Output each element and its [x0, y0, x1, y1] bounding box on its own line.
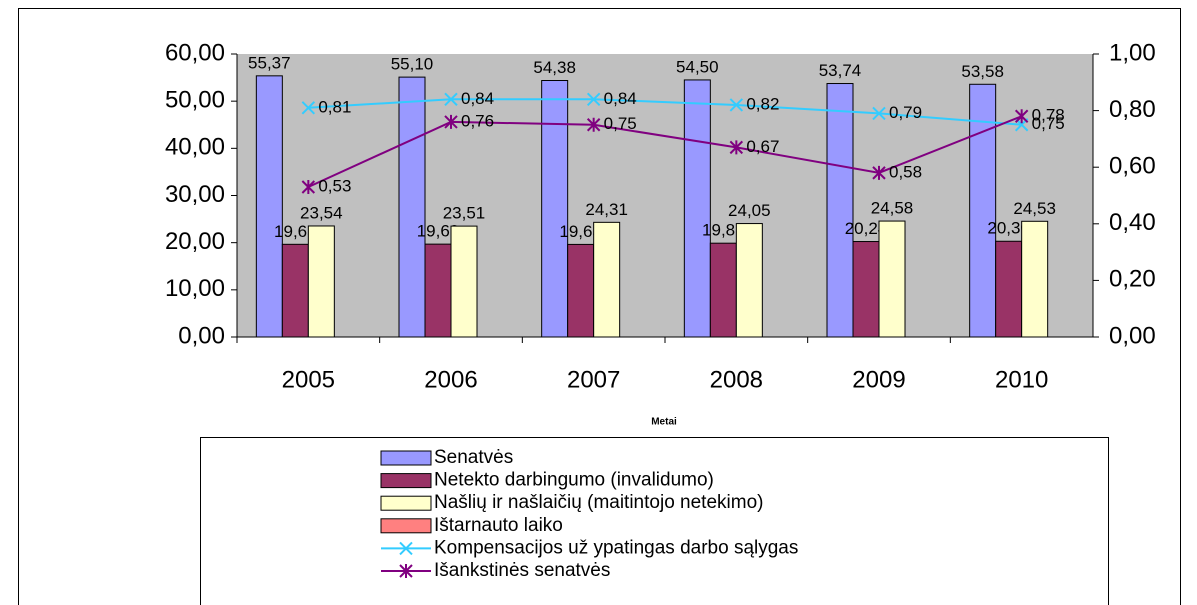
data-label: 53,74 — [819, 61, 862, 80]
line — [308, 98, 1022, 126]
bar — [826, 83, 854, 338]
chart-border — [18, 8, 1181, 605]
bar — [281, 243, 309, 338]
data-label: 19,65 — [274, 222, 317, 241]
bar — [709, 242, 737, 338]
data-label: 0,82 — [746, 94, 779, 113]
data-label: 0,79 — [889, 103, 922, 122]
x-tick-label: 2008 — [710, 366, 763, 393]
line-marker — [1014, 109, 1029, 124]
legend-label: Našlių ir našlaičių (maitintojo netekimo… — [434, 492, 763, 513]
bar — [424, 243, 452, 338]
data-label: 19,63 — [559, 222, 602, 241]
data-label: 55,37 — [248, 53, 291, 72]
bar — [255, 75, 283, 338]
data-label: 0,78 — [1032, 106, 1065, 125]
data-label: 53,58 — [961, 62, 1004, 81]
data-label: 20,30 — [987, 219, 1030, 238]
y-tick-label: 60,00 — [165, 39, 225, 66]
bar — [735, 223, 763, 338]
line-marker — [444, 114, 458, 129]
y-tick-label: 0,00 — [178, 322, 225, 349]
data-label: 0,76 — [461, 111, 494, 130]
legend-swatch — [380, 473, 432, 489]
y2-tick-label: 1,00 — [1109, 39, 1156, 66]
bar — [541, 80, 569, 338]
line-marker — [301, 101, 316, 115]
y-tick-label: 10,00 — [165, 275, 225, 302]
plot-area — [237, 54, 1093, 337]
legend-box — [200, 437, 1109, 605]
data-label: 0,81 — [318, 97, 351, 116]
bar — [307, 225, 335, 338]
data-label: 54,50 — [676, 57, 719, 76]
line-marker — [729, 98, 744, 112]
data-label: 54,38 — [533, 58, 576, 77]
bar — [995, 240, 1023, 338]
data-label: 0,58 — [889, 162, 922, 181]
y-tick-label: 30,00 — [165, 181, 225, 208]
y-tick-label: 20,00 — [165, 228, 225, 255]
legend-label: Netekto darbingumo (invalidumo) — [434, 470, 714, 491]
data-label: 0,84 — [604, 89, 637, 108]
line-marker — [301, 180, 316, 195]
data-label: 23,54 — [300, 203, 343, 222]
data-label: 0,67 — [746, 137, 779, 156]
x-axis-label: Metai — [651, 417, 677, 428]
legend-label: Išankstinės senatvės — [434, 560, 610, 581]
data-label: 19,69 — [417, 222, 460, 241]
bar — [852, 241, 880, 338]
x-tick-label: 2007 — [567, 366, 620, 393]
line-marker — [872, 106, 886, 121]
y2-tick-label: 0,20 — [1109, 266, 1156, 293]
data-label: 24,53 — [1013, 199, 1056, 218]
x-tick-label: 2005 — [282, 366, 335, 393]
bar — [567, 243, 595, 338]
legend-label: Senatvės — [434, 447, 513, 468]
legend-swatch — [380, 495, 432, 511]
line-marker — [399, 564, 413, 578]
y2-tick-label: 0,80 — [1109, 96, 1156, 123]
legend-label: Kompensacijos už ypatingas darbo sąlygas — [434, 537, 798, 558]
data-label: 23,51 — [443, 204, 486, 223]
bar — [398, 76, 426, 338]
data-label: 0,53 — [318, 176, 351, 195]
data-label: 55,10 — [391, 55, 434, 74]
legend-swatch — [380, 518, 432, 534]
bar — [1021, 220, 1049, 338]
y2-tick-label: 0,00 — [1109, 322, 1156, 349]
data-label: 24,58 — [871, 199, 914, 218]
data-label: 19,89 — [702, 221, 745, 240]
line — [307, 115, 1023, 188]
x-tick-label: 2009 — [852, 366, 905, 393]
y2-tick-label: 0,60 — [1109, 153, 1156, 180]
data-label: 20,24 — [845, 219, 888, 238]
x-tick-label: 2006 — [424, 366, 477, 393]
line-marker — [729, 140, 744, 155]
bar — [878, 220, 906, 338]
legend-swatch — [380, 450, 432, 466]
line-marker — [444, 92, 458, 106]
line-marker — [399, 541, 413, 556]
bar — [450, 225, 478, 338]
bar — [683, 79, 711, 338]
line-marker — [872, 165, 886, 180]
data-label: 0,84 — [461, 89, 494, 108]
data-label: 24,05 — [728, 201, 771, 220]
y-tick-label: 40,00 — [165, 134, 225, 161]
bar — [593, 221, 621, 338]
y2-tick-label: 0,40 — [1109, 209, 1156, 236]
data-label: 0,75 — [1032, 114, 1065, 133]
line-marker — [586, 117, 601, 132]
data-label: 0,75 — [604, 114, 637, 133]
x-tick-label: 2010 — [995, 366, 1048, 393]
data-label: 24,31 — [585, 200, 628, 219]
y-tick-label: 50,00 — [165, 87, 225, 114]
bar — [969, 83, 997, 338]
legend-label: Ištarnauto laiko — [434, 515, 563, 536]
line-marker — [586, 92, 601, 106]
